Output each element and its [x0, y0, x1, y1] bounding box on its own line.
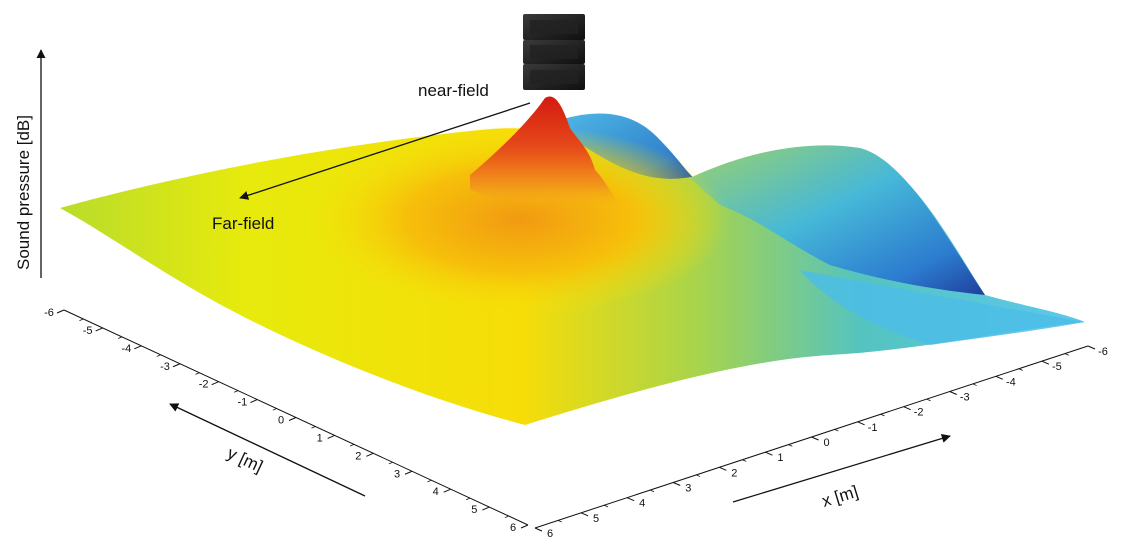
- x-tick-label: 4: [639, 498, 645, 510]
- y-direction-arrow: [169, 403, 366, 497]
- x-tick: [811, 436, 819, 441]
- y-minor-tick: [465, 497, 471, 501]
- x-direction-arrow: [732, 434, 951, 503]
- x-minor-tick: [650, 489, 655, 493]
- x-tick-label: 3: [685, 483, 691, 495]
- x-tick: [626, 497, 635, 502]
- x-tick: [1087, 345, 1096, 350]
- y-tick-label: 5: [471, 504, 477, 516]
- y-axis-label: y [m]: [224, 443, 265, 476]
- y-tick-label: -2: [199, 379, 209, 391]
- x-tick: [949, 391, 957, 395]
- x-tick: [857, 421, 865, 426]
- y-minor-tick: [79, 318, 84, 321]
- y-tick: [172, 363, 181, 368]
- y-minor-tick: [388, 461, 393, 465]
- y-tick-label: 3: [394, 468, 400, 480]
- x-minor-tick: [696, 474, 701, 477]
- x-minor-tick: [926, 398, 931, 402]
- y-tick-label: 2: [355, 450, 361, 462]
- y-tick-label: -3: [160, 361, 170, 373]
- y-tick: [327, 434, 335, 439]
- y-tick-label: 0: [278, 415, 284, 427]
- x-tick: [995, 375, 1004, 380]
- y-tick: [404, 470, 413, 475]
- y-tick: [482, 506, 490, 511]
- y-minor-tick: [156, 354, 161, 357]
- line-array-speaker: [523, 14, 585, 90]
- y-tick: [95, 327, 103, 332]
- surface-plot: [60, 96, 1085, 425]
- x-minor-tick: [880, 413, 885, 417]
- x-minor-tick: [1064, 353, 1069, 356]
- near-far-arrow: [239, 102, 531, 200]
- surface-hot-zone: [310, 125, 730, 315]
- x-minor-tick: [742, 459, 747, 462]
- y-tick-label: -4: [121, 343, 131, 355]
- x-tick-label: 5: [593, 513, 599, 525]
- x-tick-label: -2: [914, 407, 924, 419]
- y-tick: [288, 417, 297, 421]
- y-minor-tick: [233, 390, 239, 393]
- y-minor-tick: [349, 444, 355, 447]
- x-axis: 6 5 4 3 2 1 0 -1 -2 -3 -4 -5 -6: [534, 345, 1108, 540]
- y-tick: [520, 524, 529, 529]
- surface-peak: [470, 96, 620, 208]
- y-minor-tick: [272, 408, 277, 411]
- y-tick-label: 6: [510, 522, 516, 534]
- x-tick: [765, 451, 773, 456]
- y-tick: [134, 345, 142, 350]
- x-tick-label: -1: [868, 422, 878, 434]
- x-tick-label: 6: [547, 528, 553, 540]
- x-tick: [1041, 360, 1050, 365]
- y-tick: [366, 452, 374, 457]
- x-tick-label: -4: [1006, 376, 1016, 388]
- x-tick: [903, 406, 911, 411]
- y-tick-label: 4: [433, 486, 439, 498]
- x-tick-label: 1: [777, 452, 783, 464]
- y-tick: [250, 399, 258, 404]
- near-field-label: near-field: [418, 81, 489, 100]
- y-tick: [211, 381, 219, 386]
- x-minor-tick: [972, 383, 977, 386]
- z-axis-label: Sound pressure [dB]: [14, 115, 33, 270]
- x-axis-label: x [m]: [820, 482, 861, 511]
- x-tick: [719, 466, 727, 471]
- x-tick-label: -3: [960, 392, 970, 404]
- surface-right-hump: [690, 145, 985, 295]
- y-minor-tick: [504, 515, 509, 519]
- x-tick: [580, 512, 589, 517]
- y-minor-tick: [195, 372, 200, 375]
- x-minor-tick: [788, 444, 793, 447]
- x-minor-tick: [603, 504, 609, 508]
- y-tick: [56, 309, 65, 314]
- y-minor-tick: [117, 336, 123, 339]
- y-minor-tick: [427, 479, 432, 483]
- y-axis: -6 -5 -4 -3 -2 -1 0 1 2 3 4 5 6: [44, 307, 529, 534]
- y-minor-tick: [311, 426, 316, 429]
- x-tick-label: -5: [1052, 361, 1062, 373]
- x-tick: [673, 482, 681, 486]
- y-tick-label: 1: [317, 432, 323, 444]
- x-tick-label: -6: [1098, 346, 1108, 358]
- y-tick: [443, 488, 451, 493]
- x-tick: [534, 527, 543, 532]
- x-minor-tick: [834, 429, 839, 432]
- x-tick-label: 0: [823, 437, 829, 449]
- surface-right-valley: [800, 270, 1085, 345]
- y-tick-label: -1: [237, 397, 247, 409]
- x-minor-tick: [557, 520, 563, 523]
- x-tick-label: 2: [731, 467, 737, 479]
- far-field-label: Far-field: [212, 214, 274, 233]
- y-tick-label: -5: [83, 325, 93, 337]
- x-minor-tick: [1018, 368, 1023, 371]
- y-tick-label: -6: [44, 307, 54, 319]
